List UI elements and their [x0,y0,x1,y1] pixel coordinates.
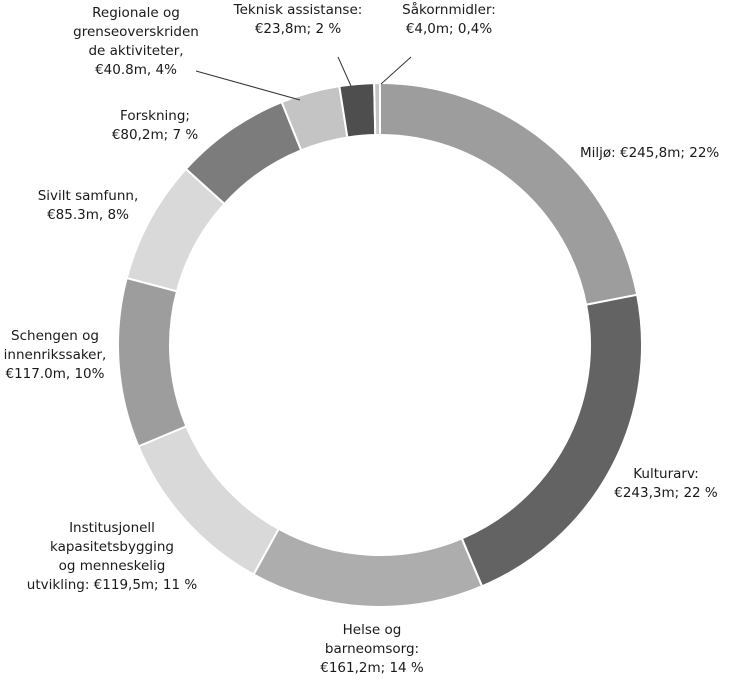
slice-2 [460,293,643,588]
slice-labels: Miljø: €245,8m; 22% Kulturarv: €243,3m; 22… [4,1,720,676]
slice-label-line: Institusjonell [69,520,155,536]
slice-label-line: Såkornmidler: [402,1,496,18]
slice-3 [252,527,484,608]
slice-5 [117,276,188,448]
slice-label-10: Såkornmidler: €4,0m; 0,4% [402,1,496,37]
slice-label-line: Teknisk assistanse: [233,2,363,18]
slice-label-5: Schengen og innenrikssaker, €117.0m, 10% [4,328,107,382]
slice-label-line: Regionale og [92,5,180,21]
slice-1 [379,81,639,306]
slice-label-line: €4,0m; 0,4% [406,21,493,37]
slice-label-line: de aktiviteter, [88,43,183,59]
slice-label-2: Kulturarv: €243,3m; 22 % [614,466,718,501]
slice-label-line: Helse og [343,622,402,638]
slice-label-3: Helse og barneomsorg: €161,2m; 14 % [320,622,424,676]
slice-label-4: Institusjonell kapasitetsbygging og mennes… [27,520,198,593]
slice-label-line: innenrikssaker, [4,347,107,363]
slice-label-line: og menneskelig [59,558,166,574]
slice-label-line: €80,2m; 7 % [112,127,199,143]
slice-label-line: €23,8m; 2 % [255,21,342,37]
slice-label-line: €85.3m, 8% [47,207,129,223]
slice-label-line: barneomsorg: [325,641,419,657]
slice-10 [373,81,381,137]
leader-line-8 [195,70,301,101]
leader-line-9 [337,56,352,87]
slice-label-line: Schengen og [11,328,99,344]
slice-label-line: Forskning; [120,108,190,124]
slice-label-1: Miljø: €245,8m; 22% [580,145,719,161]
slice-label-6: Sivilt samfunn, €85.3m, 8% [38,188,139,223]
leader-line-10 [380,56,412,85]
slice-label-line: Miljø: €245,8m; 22% [580,145,719,161]
slice-label-line: utvikling: €119,5m; 11 % [27,577,198,593]
slice-label-line: grenseoverskriden [73,24,199,40]
slice-label-line: Kulturarv: [633,466,699,482]
slice-label-9: Teknisk assistanse: €23,8m; 2 % [233,2,363,37]
slice-label-line: kapasitetsbygging [50,539,174,555]
slice-label-7: Forskning; €80,2m; 7 % [112,108,199,143]
slice-label-line: €161,2m; 14 % [320,660,424,676]
slice-label-8: Regionale og grenseoverskriden de aktivite… [73,5,199,78]
slice-label-line: Sivilt samfunn, [38,188,139,204]
slices [117,81,643,608]
leader-lines [195,56,412,101]
slice-label-line: €117.0m, 10% [6,366,105,382]
slice-label-line: €40.8m, 4% [95,62,177,78]
slice-label-line: €243,3m; 22 % [614,485,718,501]
